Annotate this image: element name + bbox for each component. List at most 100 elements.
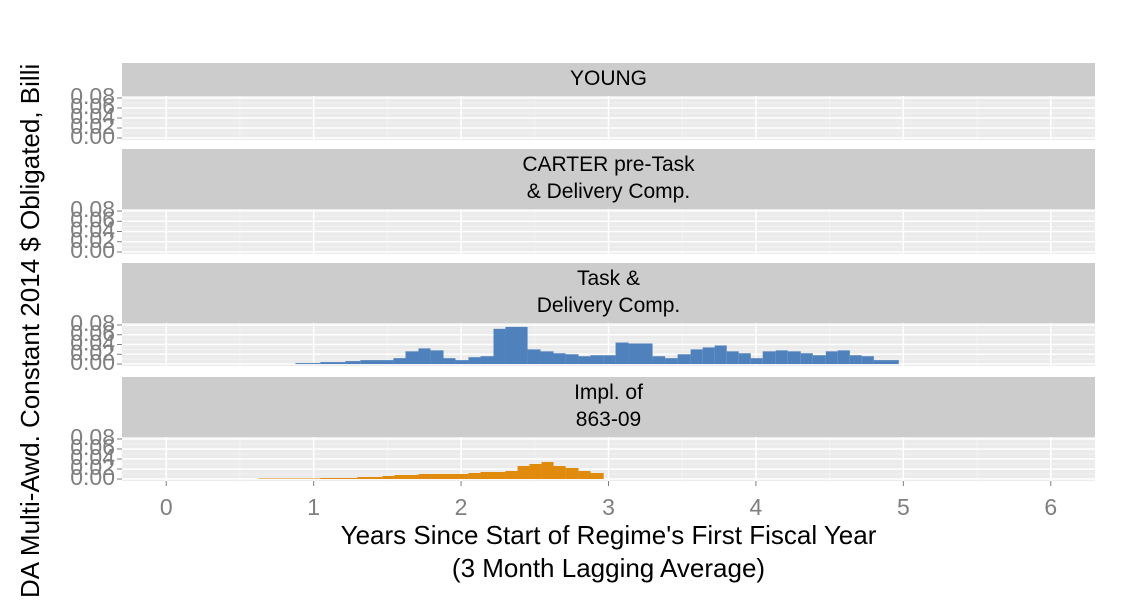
y-tick-label: 0.00: [70, 123, 115, 149]
y-tick-label: 0.04: [70, 103, 115, 129]
bar: [357, 477, 383, 479]
strip-label: YOUNG: [570, 67, 647, 90]
x-tick-label: 2: [455, 494, 468, 520]
bar: [652, 356, 666, 365]
y-tick-label: 0.06: [70, 320, 115, 346]
bar: [345, 361, 361, 365]
bar: [527, 349, 541, 365]
x-axis-label: (3 Month Lagging Average): [452, 553, 765, 583]
bar: [590, 473, 604, 479]
strip-label: 863-09: [576, 408, 641, 431]
bar: [615, 342, 629, 365]
y-tick-label: 0.08: [70, 310, 115, 336]
bar: [468, 473, 481, 479]
y-tick-label: 0.04: [70, 444, 115, 470]
bar: [849, 355, 862, 365]
bar: [258, 478, 283, 479]
bar: [590, 355, 604, 365]
bar: [480, 472, 506, 479]
bar: [553, 353, 566, 365]
bar: [540, 351, 554, 365]
y-tick-label: 0.02: [70, 227, 115, 253]
strip-label: Task &: [577, 267, 640, 290]
strip: [122, 377, 1095, 437]
bar: [738, 353, 751, 365]
bar: [517, 466, 530, 479]
bar: [394, 475, 419, 479]
strip: [122, 149, 1095, 209]
strip-label: Impl. of: [574, 381, 643, 404]
y-tick-label: 0.00: [70, 464, 115, 490]
bar: [677, 354, 691, 365]
bar: [541, 462, 554, 479]
bar: [493, 328, 506, 365]
bar: [775, 350, 788, 365]
bar: [382, 476, 395, 479]
y-tick-label: 0.08: [70, 196, 115, 222]
bar: [837, 350, 850, 365]
bar: [443, 358, 456, 365]
bar: [320, 478, 358, 479]
bar: [418, 474, 432, 479]
bar: [320, 362, 346, 365]
strip: [122, 63, 1095, 96]
bar: [405, 351, 419, 365]
bar: [628, 343, 653, 365]
bar: [665, 358, 678, 365]
bar: [825, 351, 838, 365]
strip-label: CARTER pre-Task: [522, 153, 695, 176]
y-tick-label: 0.06: [70, 434, 115, 460]
bar: [295, 363, 321, 365]
bar: [787, 351, 801, 365]
y-tick-label: 0.02: [70, 339, 115, 365]
bar: [430, 350, 444, 365]
x-tick-label: 1: [307, 494, 320, 520]
y-tick-label: 0.00: [70, 237, 115, 263]
x-axis-label: Years Since Start of Regime's First Fisc…: [341, 520, 877, 550]
bar: [873, 360, 899, 365]
bar: [690, 349, 703, 365]
strip-label: & Delivery Comp.: [527, 180, 690, 203]
bar: [553, 466, 566, 479]
bar: [360, 360, 394, 365]
y-tick-label: 0.08: [70, 83, 115, 109]
strip-label: Delivery Comp.: [537, 294, 681, 317]
bar: [578, 471, 591, 479]
y-tick-label: 0.06: [70, 206, 115, 232]
bar: [480, 356, 494, 365]
bar: [505, 471, 518, 479]
bar: [714, 345, 727, 365]
y-tick-label: 0.04: [70, 217, 115, 243]
y-tick-label: 0.04: [70, 330, 115, 356]
y-axis-label: DA Multi-Awd. Constant 2014 $ Obligated,…: [15, 64, 45, 598]
y-tick-label: 0.06: [70, 93, 115, 119]
x-tick-label: 3: [602, 494, 615, 520]
y-tick-label: 0.02: [70, 113, 115, 139]
bar: [565, 354, 579, 365]
bar: [800, 353, 813, 365]
bar: [762, 351, 776, 365]
y-tick-label: 0.02: [70, 454, 115, 480]
bar: [282, 478, 321, 479]
bar: [431, 474, 469, 479]
bar: [529, 464, 542, 479]
bar: [418, 348, 431, 365]
bar: [505, 326, 528, 365]
bar: [603, 355, 616, 365]
bar: [468, 357, 481, 365]
bar: [455, 360, 469, 365]
bar: [861, 356, 874, 365]
strip: [122, 263, 1095, 323]
x-tick-label: 6: [1044, 494, 1057, 520]
x-tick-label: 0: [160, 494, 173, 520]
x-tick-label: 5: [897, 494, 910, 520]
bar: [726, 351, 739, 365]
y-tick-label: 0.00: [70, 349, 115, 375]
bar: [750, 358, 763, 365]
bar: [578, 356, 591, 365]
bar: [393, 358, 406, 365]
y-tick-label: 0.08: [70, 424, 115, 450]
x-tick-label: 4: [750, 494, 763, 520]
